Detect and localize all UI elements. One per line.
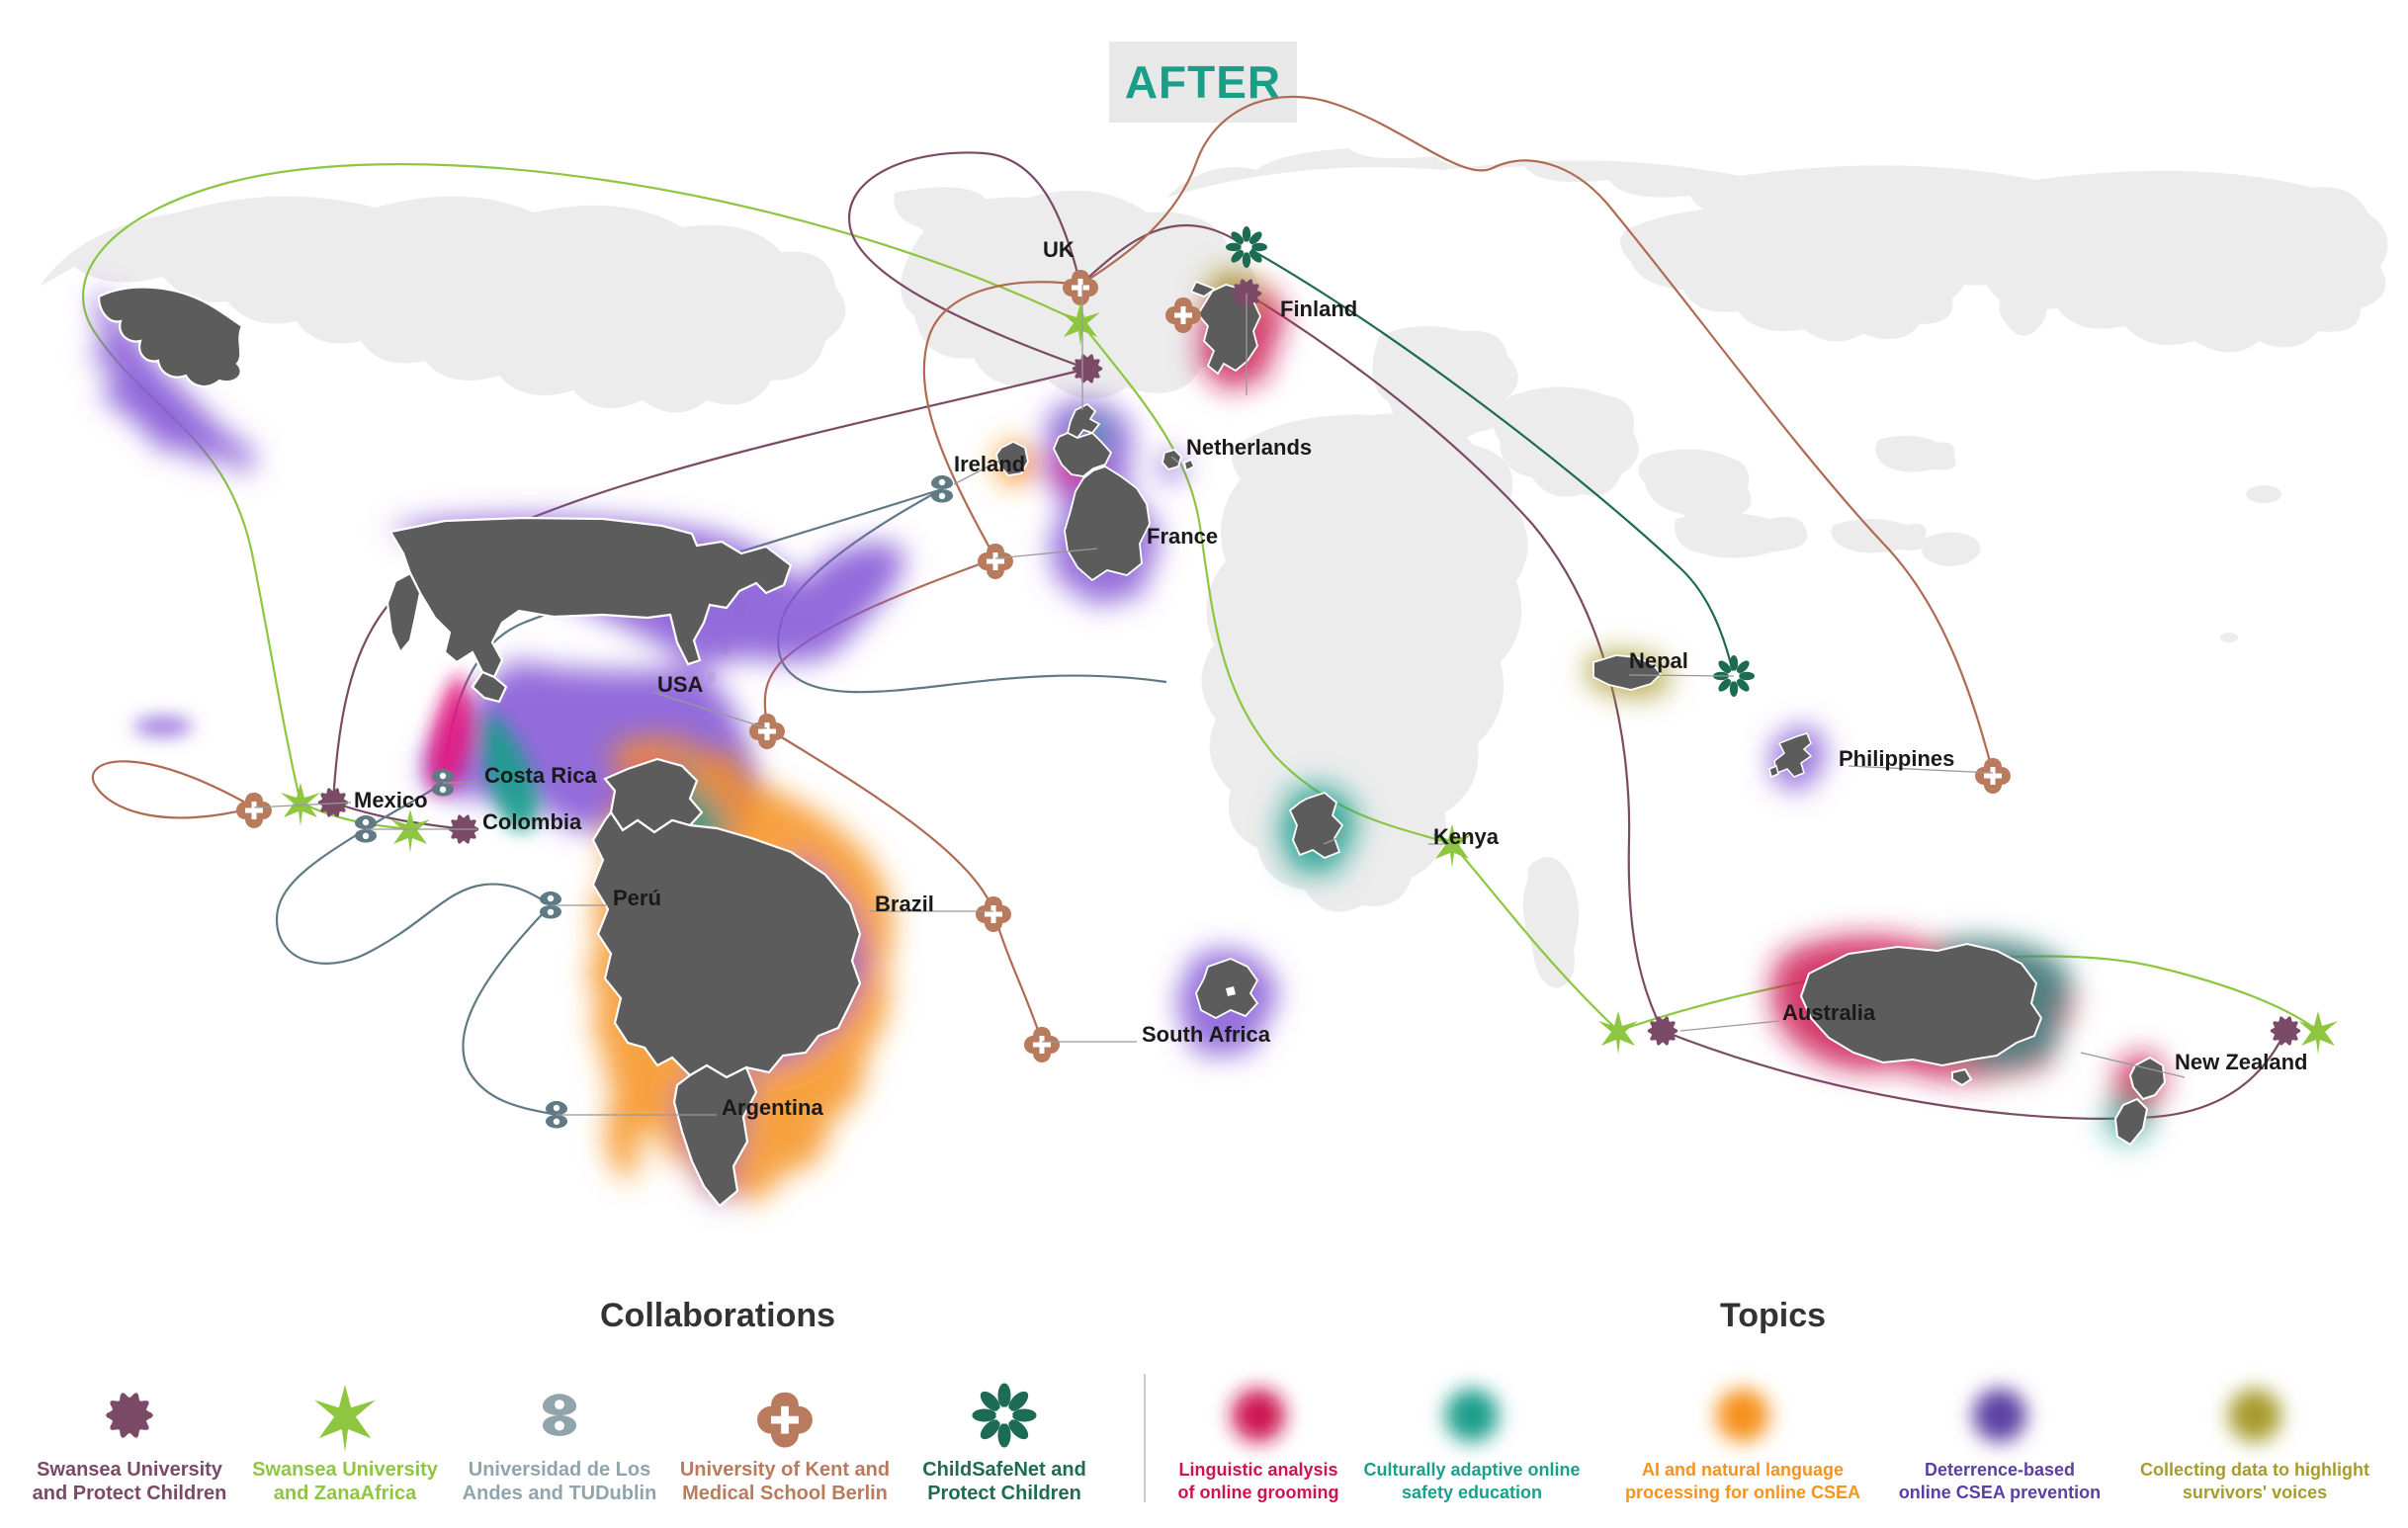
svg-text:Medical School Berlin: Medical School Berlin bbox=[682, 1483, 888, 1504]
svg-text:France: France bbox=[1147, 524, 1218, 549]
svg-text:and ZanaAfrica: and ZanaAfrica bbox=[274, 1483, 417, 1504]
svg-text:online CSEA prevention: online CSEA prevention bbox=[1899, 1483, 2101, 1502]
svg-text:Ireland: Ireland bbox=[954, 452, 1025, 476]
svg-text:Brazil: Brazil bbox=[875, 891, 934, 916]
svg-text:Argentina: Argentina bbox=[722, 1095, 823, 1120]
svg-text:processing for online CSEA: processing for online CSEA bbox=[1625, 1483, 1860, 1502]
svg-text:Nepal: Nepal bbox=[1629, 648, 1688, 673]
svg-text:Andes and TUDublin: Andes and TUDublin bbox=[463, 1483, 657, 1504]
svg-text:Mexico: Mexico bbox=[354, 788, 428, 812]
svg-text:USA: USA bbox=[657, 672, 704, 697]
svg-text:ChildSafeNet and: ChildSafeNet and bbox=[922, 1459, 1086, 1481]
svg-text:Collaborations: Collaborations bbox=[600, 1297, 835, 1334]
svg-text:South Africa: South Africa bbox=[1142, 1022, 1271, 1047]
svg-text:Topics: Topics bbox=[1720, 1297, 1826, 1334]
svg-text:Collecting data to highlight: Collecting data to highlight bbox=[2140, 1460, 2369, 1480]
svg-text:survivors' voices: survivors' voices bbox=[2183, 1483, 2327, 1502]
svg-text:Swansea University: Swansea University bbox=[37, 1459, 223, 1481]
svg-text:Colombia: Colombia bbox=[482, 809, 582, 834]
svg-text:Deterrence-based: Deterrence-based bbox=[1925, 1460, 2075, 1480]
svg-text:Perú: Perú bbox=[613, 886, 661, 910]
svg-text:Kenya: Kenya bbox=[1433, 824, 1500, 849]
svg-text:Culturally adaptive online: Culturally adaptive online bbox=[1363, 1460, 1580, 1480]
svg-text:and Protect Children: and Protect Children bbox=[33, 1483, 227, 1504]
svg-text:Linguistic analysis: Linguistic analysis bbox=[1178, 1460, 1337, 1480]
svg-text:University of Kent and: University of Kent and bbox=[680, 1459, 890, 1481]
svg-text:Australia: Australia bbox=[1782, 1000, 1876, 1025]
svg-text:AI and natural language: AI and natural language bbox=[1642, 1460, 1844, 1480]
svg-text:Protect Children: Protect Children bbox=[927, 1483, 1081, 1504]
svg-text:of online grooming: of online grooming bbox=[1178, 1483, 1339, 1502]
svg-text:Netherlands: Netherlands bbox=[1186, 435, 1312, 460]
svg-text:safety education: safety education bbox=[1402, 1483, 1542, 1502]
svg-text:Philippines: Philippines bbox=[1839, 746, 1954, 771]
svg-text:New Zealand: New Zealand bbox=[2175, 1050, 2307, 1074]
svg-text:Swansea University: Swansea University bbox=[252, 1459, 439, 1481]
svg-text:Costa Rica: Costa Rica bbox=[484, 763, 597, 788]
svg-text:Universidad de Los: Universidad de Los bbox=[469, 1459, 651, 1481]
svg-text:Finland: Finland bbox=[1280, 297, 1357, 321]
svg-text:UK: UK bbox=[1043, 237, 1075, 262]
